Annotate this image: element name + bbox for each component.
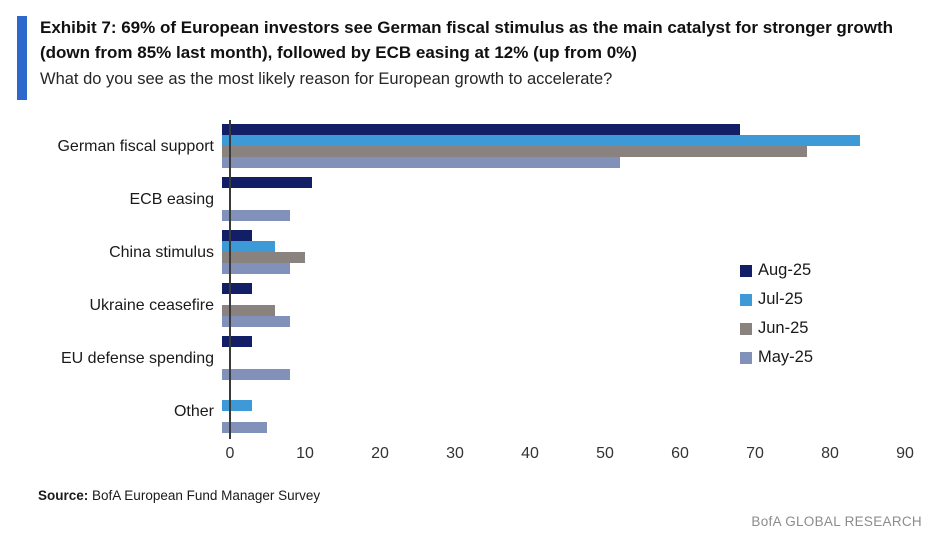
bar-may-25 [222, 210, 290, 221]
bars-group [222, 385, 940, 438]
chart-rows: German fiscal support ECB easing China sti… [0, 120, 940, 438]
source-label: Source: [38, 488, 89, 503]
exhibit-title: Exhibit 7: 69% of European investors see… [40, 18, 894, 62]
bars-group [222, 120, 940, 173]
bar-aug-25 [222, 177, 312, 188]
bar-aug-25 [222, 230, 252, 241]
bar-jul-25 [222, 135, 860, 146]
bar-jun-25 [222, 146, 807, 157]
x-tick-label: 60 [671, 445, 689, 462]
chart-row: ECB easing [0, 173, 940, 226]
bars-group [222, 332, 940, 385]
y-axis-line [229, 120, 231, 439]
x-tick-label: 40 [521, 445, 539, 462]
legend-item-jul-25: Jul-25 [740, 285, 813, 314]
brand-footer: BofA GLOBAL RESEARCH [751, 514, 922, 529]
chart-row: EU defense spending [0, 332, 940, 385]
source-line: Source: BofA European Fund Manager Surve… [38, 488, 320, 503]
bars-group [222, 173, 940, 226]
bar-chart: German fiscal support ECB easing China sti… [0, 120, 940, 465]
x-tick-label: 90 [896, 445, 914, 462]
bar-may-25 [222, 316, 290, 327]
exhibit-header: Exhibit 7: 69% of European investors see… [17, 16, 930, 100]
legend-swatch-icon [740, 293, 752, 306]
chart-row: German fiscal support [0, 120, 940, 173]
chart-row: China stimulus [0, 226, 940, 279]
category-label: Ukraine ceasefire [89, 296, 215, 314]
title-accent-bar [17, 16, 27, 100]
bar-may-25 [222, 422, 267, 433]
legend-label: Aug-25 [758, 261, 812, 279]
bar-may-25 [222, 263, 290, 274]
chart-row: Other [0, 385, 940, 438]
legend-item-aug-25: Aug-25 [740, 256, 813, 285]
category-label: Other [173, 402, 214, 420]
bar-jun-25 [222, 305, 275, 316]
x-tick-label: 10 [296, 445, 314, 462]
legend-swatch-icon [740, 264, 752, 277]
legend-swatch-icon [740, 322, 752, 335]
x-tick-label: 20 [371, 445, 389, 462]
category-label: German fiscal support [57, 137, 214, 155]
bars-group [222, 226, 940, 279]
x-axis: 0 10 20 30 40 50 60 70 80 90 [226, 445, 940, 471]
legend-label: May-25 [758, 348, 814, 366]
x-tick-label: 80 [821, 445, 839, 462]
bar-jul-25 [222, 400, 252, 411]
legend-label: Jun-25 [758, 319, 809, 337]
x-tick-label: 30 [446, 445, 464, 462]
x-tick-label: 70 [746, 445, 764, 462]
x-tick-label: 50 [596, 445, 614, 462]
chart-row: Ukraine ceasefire [0, 279, 940, 332]
legend-swatch-icon [740, 351, 752, 364]
bars-group [222, 279, 940, 332]
chart-legend: Aug-25 Jul-25 Jun-25 May-25 [740, 256, 813, 372]
bar-jun-25 [222, 252, 305, 263]
exhibit-subtitle: What do you see as the most likely reaso… [40, 69, 613, 88]
category-label: EU defense spending [61, 349, 214, 367]
bar-aug-25 [222, 336, 252, 347]
source-text: BofA European Fund Manager Survey [92, 488, 321, 503]
bar-aug-25 [222, 124, 740, 135]
bar-may-25 [222, 157, 620, 168]
x-tick-label: 0 [225, 445, 235, 462]
legend-label: Jul-25 [758, 290, 803, 308]
legend-item-jun-25: Jun-25 [740, 314, 813, 343]
header-text-block: Exhibit 7: 69% of European investors see… [40, 16, 930, 100]
legend-item-may-25: May-25 [740, 343, 813, 372]
bar-aug-25 [222, 283, 252, 294]
bar-may-25 [222, 369, 290, 380]
category-label: ECB easing [129, 190, 215, 208]
category-label: China stimulus [109, 243, 214, 261]
bar-jul-25 [222, 241, 275, 252]
